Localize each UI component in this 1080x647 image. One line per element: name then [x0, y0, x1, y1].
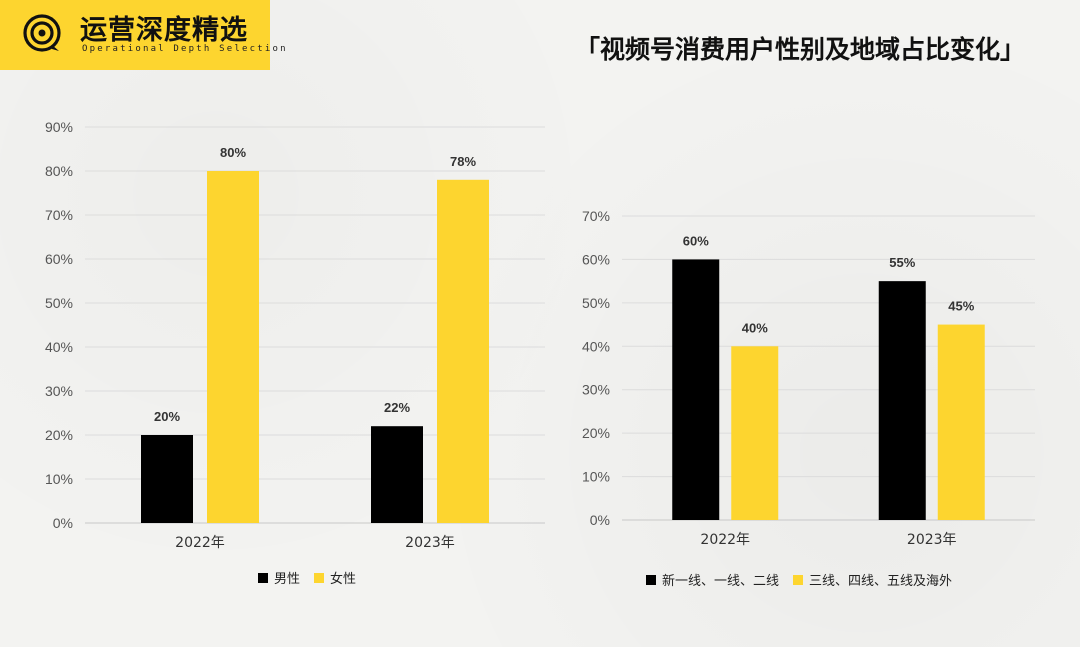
y-tick-label: 10% — [582, 469, 610, 485]
legend-swatch-female — [314, 572, 325, 583]
x-category-label: 2022年 — [175, 535, 225, 551]
y-tick-label: 50% — [582, 295, 610, 311]
legend-swatch-tier1-2 — [646, 574, 656, 585]
data-label: 22% — [384, 400, 410, 415]
y-tick-label: 40% — [582, 338, 610, 354]
bar — [937, 324, 985, 520]
legend-label-female: 女性 — [330, 572, 357, 587]
y-tick-label: 10% — [45, 471, 73, 487]
bar — [141, 435, 193, 523]
legend-item-male: 男性 — [258, 568, 300, 587]
y-tick-label: 20% — [45, 427, 73, 443]
bar — [878, 281, 926, 520]
x-category-label: 2022年 — [700, 532, 750, 548]
data-label: 80% — [220, 145, 246, 160]
data-label: 40% — [742, 320, 768, 335]
x-category-label: 2023年 — [405, 535, 455, 551]
y-tick-label: 90% — [45, 119, 73, 135]
y-tick-label: 30% — [45, 383, 73, 399]
data-label: 60% — [683, 233, 709, 248]
legend-item-female: 女性 — [314, 568, 356, 587]
data-label: 45% — [948, 299, 974, 314]
legend-label-tier1-2: 新一线、一线、二线 — [662, 574, 780, 589]
gender-legend: 男性 女性 — [258, 568, 356, 587]
brand-subtitle: Operational Depth Selection — [82, 44, 288, 54]
data-label: 55% — [889, 255, 915, 270]
data-label: 78% — [450, 154, 476, 169]
bar — [207, 171, 259, 523]
x-category-label: 2023年 — [907, 532, 957, 548]
bar — [371, 426, 423, 523]
legend-swatch-male — [258, 572, 268, 583]
y-tick-label: 80% — [45, 163, 73, 179]
y-tick-label: 60% — [45, 251, 73, 267]
bar — [672, 259, 720, 520]
page-title: 「视频号消费用户性别及地域占比变化」 — [574, 35, 1025, 64]
brand-logo-banner: 运营深度精选 Operational Depth Selection — [0, 0, 286, 70]
y-tick-label: 30% — [582, 382, 610, 398]
y-tick-label: 60% — [582, 251, 610, 267]
legend-item-tier1-2: 新一线、一线、二线 — [646, 570, 779, 589]
y-tick-label: 0% — [590, 512, 610, 528]
data-label: 20% — [154, 409, 180, 424]
legend-item-tier3-5: 三线、四线、五线及海外 — [793, 570, 952, 589]
bar — [437, 179, 489, 524]
y-tick-label: 0% — [53, 515, 73, 531]
brand-logo-icon — [23, 14, 61, 52]
region-legend: 新一线、一线、二线 三线、四线、五线及海外 — [646, 570, 952, 589]
y-tick-label: 40% — [45, 339, 73, 355]
y-tick-label: 70% — [45, 207, 73, 223]
y-tick-label: 70% — [582, 208, 610, 224]
y-tick-label: 50% — [45, 295, 73, 311]
brand-title: 运营深度精选 — [80, 15, 248, 46]
legend-label-tier3-5: 三线、四线、五线及海外 — [809, 574, 953, 589]
bar — [731, 346, 779, 520]
legend-label-male: 男性 — [274, 572, 301, 587]
legend-swatch-tier3-5 — [793, 574, 804, 585]
y-tick-label: 20% — [582, 425, 610, 441]
